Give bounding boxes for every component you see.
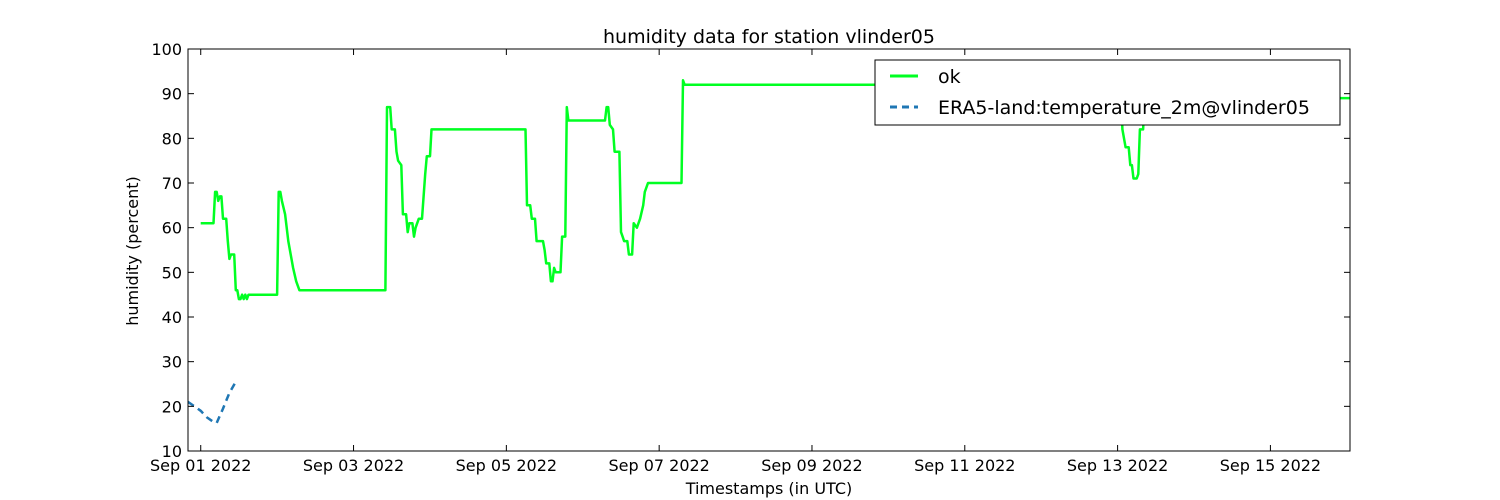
legend-box: [874, 59, 1341, 126]
y-tick-label: 40: [162, 308, 182, 327]
y-tick-label: 50: [162, 263, 182, 282]
x-tick-label: Sep 01 2022: [150, 456, 251, 475]
x-tick-label: Sep 15 2022: [1220, 456, 1321, 475]
series-line-1: [188, 381, 237, 425]
legend: ok ERA5-land:temperature_2m@vlinder05: [874, 59, 1341, 126]
x-axis-label: Timestamps (in UTC): [685, 479, 853, 498]
legend-label-ok: ok: [938, 66, 961, 88]
y-tick-label: 100: [151, 40, 182, 59]
x-tick-label: Sep 07 2022: [608, 456, 709, 475]
x-tick-label: Sep 05 2022: [456, 456, 557, 475]
x-tick-label: Sep 09 2022: [761, 456, 862, 475]
plot-frame: [187, 48, 1351, 452]
y-tick-label: 70: [162, 174, 182, 193]
chart-title: humidity data for station vlinder05: [603, 26, 935, 48]
x-tick-label: Sep 11 2022: [914, 456, 1015, 475]
y-tick-label: 90: [162, 85, 182, 104]
y-tick-label: 10: [162, 442, 182, 461]
y-tick-label: 30: [162, 353, 182, 372]
series-line-0: [200, 79, 1350, 301]
x-tick-label: Sep 13 2022: [1067, 456, 1168, 475]
y-tick-label: 80: [162, 129, 182, 148]
legend-label-era5: ERA5-land:temperature_2m@vlinder05: [938, 97, 1310, 119]
plot-area: 10 20 30 40 50 60 70 80 90 100 Sep 01 2022 Sep 03 2…: [150, 40, 1351, 475]
y-axis-label: humidity (percent): [123, 176, 142, 326]
y-tick-label: 60: [162, 219, 182, 238]
y-tick-label: 20: [162, 397, 182, 416]
x-tick-label: Sep 03 2022: [303, 456, 404, 475]
